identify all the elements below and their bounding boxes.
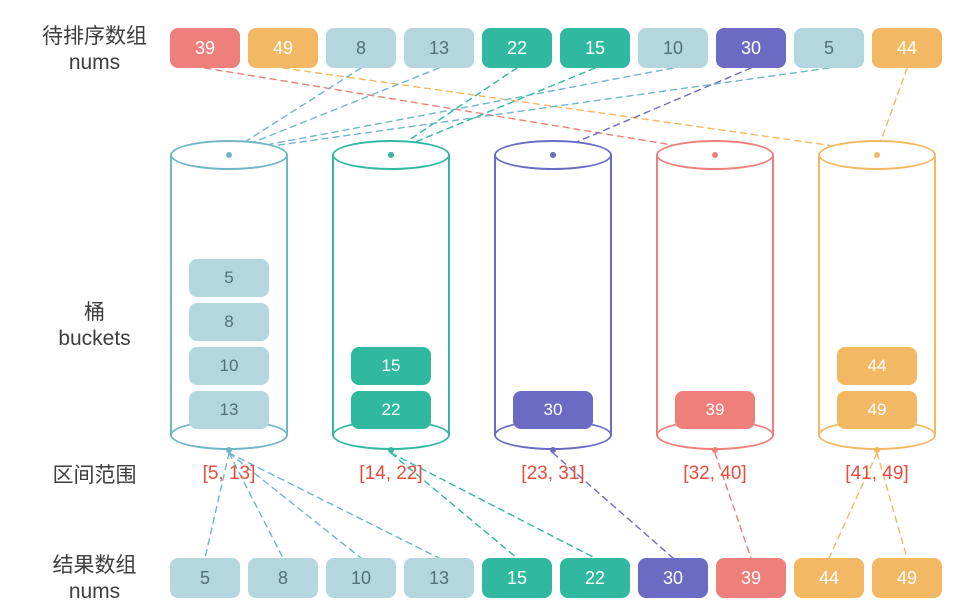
bucket-range: [5, 13] [203,463,256,485]
label-input-array: 待排序数组 nums [32,24,157,77]
label-buckets: 桶 buckets [32,300,157,353]
bucket-item: 15 [351,347,431,385]
input-box: 5 [794,28,864,68]
label-input-line2: nums [32,50,157,76]
result-box: 49 [872,558,942,598]
label-buckets-line1: 桶 [32,300,157,326]
bucket-item: 10 [189,347,269,385]
label-input-line1: 待排序数组 [32,24,157,50]
bucket-range: [41, 49] [845,463,908,485]
bucket-range: [23, 31] [521,463,584,485]
bucket-range: [14, 22] [359,463,422,485]
result-box: 22 [560,558,630,598]
label-result-array: 结果数组 nums [32,553,157,606]
bucket-item: 5 [189,259,269,297]
bucket: 30[23, 31] [494,155,612,435]
result-box: 8 [248,558,318,598]
result-box: 15 [482,558,552,598]
bucket-item: 8 [189,303,269,341]
bucket-item: 44 [837,347,917,385]
input-box: 30 [716,28,786,68]
input-box: 8 [326,28,396,68]
result-box: 5 [170,558,240,598]
result-box: 10 [326,558,396,598]
bucket-item: 49 [837,391,917,429]
bucket-item: 30 [513,391,593,429]
buckets-row: 581013[5, 13]1522[14, 22]30[23, 31]39[32… [170,155,936,435]
label-buckets-line2: buckets [32,326,157,352]
result-box: 44 [794,558,864,598]
bucket-item: 39 [675,391,755,429]
input-box: 44 [872,28,942,68]
bucket: 581013[5, 13] [170,155,288,435]
result-box: 30 [638,558,708,598]
bucket: 1522[14, 22] [332,155,450,435]
bucket-item: 22 [351,391,431,429]
label-range: 区间范围 [32,463,157,489]
label-result-line2: nums [32,579,157,605]
input-box: 10 [638,28,708,68]
result-box: 13 [404,558,474,598]
input-box: 39 [170,28,240,68]
result-row: 581013152230394449 [170,558,942,598]
bucket-item: 13 [189,391,269,429]
label-range-text: 区间范围 [32,463,157,489]
input-box: 22 [482,28,552,68]
input-row: 394981322151030544 [170,28,942,68]
bucket: 4449[41, 49] [818,155,936,435]
result-box: 39 [716,558,786,598]
input-box: 49 [248,28,318,68]
bucket: 39[32, 40] [656,155,774,435]
input-box: 15 [560,28,630,68]
input-box: 13 [404,28,474,68]
label-result-line1: 结果数组 [32,553,157,579]
bucket-range: [32, 40] [683,463,746,485]
